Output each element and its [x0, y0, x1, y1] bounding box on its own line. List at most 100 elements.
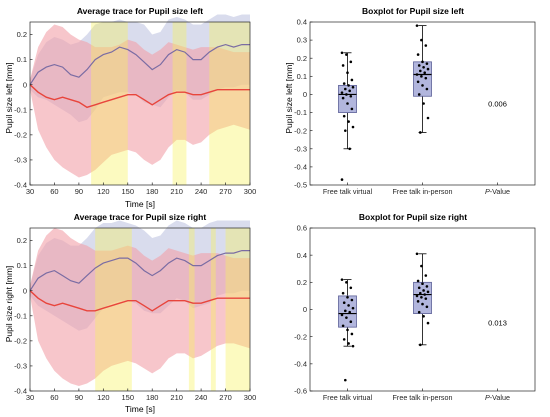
box-right-p-value: 0.013 [488, 319, 507, 328]
box-left-ytick-label: 0.2 [297, 54, 307, 63]
box-left-virtual-point [349, 94, 353, 98]
trace-right-ytick-label: -0.1 [14, 311, 27, 320]
trace-right-title: Average trace for Pupil size right [74, 212, 207, 222]
box-left-in-person-point [422, 65, 425, 69]
trace-left-ytick-label: -0.3 [14, 156, 27, 165]
box-right-virtual-box [338, 295, 357, 328]
trace-left-highlight-1 [91, 22, 128, 185]
trace-right-xtick-label: 150 [122, 393, 135, 402]
trace-right-axes-box [29, 227, 251, 392]
box-right-virtual-point [349, 320, 353, 324]
trace-right-xtick-label: 30 [26, 393, 34, 402]
box-left-ylabel: Pupil size left [mm] [284, 62, 294, 133]
trace-right-xtick-label: 60 [50, 393, 58, 402]
box-right-title: Boxplot for Pupil size right [359, 212, 467, 222]
box-left-in-person-point [416, 80, 420, 84]
trace-right-ylabel: Pupil size right [mm] [4, 266, 14, 343]
box-right-in-person-point [424, 274, 428, 277]
box-right-virtual-point [351, 306, 355, 310]
trace-left-xlabel: Time [s] [125, 199, 155, 209]
box-right-virtual-point [341, 291, 345, 295]
trace-right-xtick-label: 270 [219, 393, 232, 402]
trace-left-title: Average trace for Pupil size left [77, 6, 203, 16]
trace-right-ytick-label: -0.4 [14, 387, 27, 396]
box-right-virtual-point [351, 344, 355, 348]
trace-left-xtick-label: 60 [50, 187, 58, 196]
box-left-in-person-point [424, 44, 428, 47]
box-right-in-person-point [425, 285, 429, 288]
box-left-virtual-point [340, 178, 344, 181]
box-left-ytick-label: -0.1 [294, 108, 307, 117]
trace-right-line-1 [29, 250, 250, 292]
trace-left-xtick-label: 90 [75, 187, 83, 196]
box-right-virtual-point [348, 310, 352, 314]
box-right-virtual-point [344, 309, 347, 313]
box-right-virtual-point [345, 316, 348, 319]
trace-left-highlight-3 [209, 22, 250, 185]
trace-left-ytick-label: -0.4 [14, 181, 27, 190]
box-right-in-person-point [421, 302, 424, 306]
box-right-virtual-point [347, 342, 350, 345]
box-right-in-person-point [419, 343, 422, 347]
trace-right-xtick-label: 240 [195, 393, 208, 402]
trace-right-plot-area: 30 60 90 120 150 180 210 240 270 300 -0.4 -0.3 -0.2 -… [14, 220, 256, 402]
box-left-title: Boxplot for Pupil size left [362, 6, 464, 16]
trace-right-highlight-2 [188, 228, 195, 391]
box-left-ytick-label: -0.2 [294, 126, 307, 135]
box-left-p-value: 0.006 [488, 99, 507, 108]
box-left-category-label: Free talk in-person [393, 187, 453, 196]
box-left-virtual-point [342, 82, 346, 85]
box-left-virtual-point [348, 147, 352, 151]
box-left-category-label: Free talk virtual [323, 187, 373, 196]
box-right-ytick-label: -0.6 [294, 387, 307, 396]
box-left-in-person-point [419, 69, 422, 73]
box-left-in-person-point [415, 73, 419, 76]
box-right-in-person-point [417, 310, 421, 314]
trace-right-highlight-3 [210, 228, 216, 391]
box-left-virtual-point [346, 71, 349, 75]
box-right-virtual-point [345, 281, 348, 284]
box-right-ytick-label: 0.4 [297, 251, 307, 260]
box-left-ytick-label: 0.1 [297, 72, 307, 81]
box-left-virtual-point [342, 114, 346, 118]
box-right-in-person-point [415, 294, 419, 298]
box-right-virtual-point [346, 295, 349, 299]
trace-left-ytick-label: 0 [23, 80, 27, 89]
trace-right-xtick-label: 120 [97, 393, 110, 402]
box-left-virtual-point [340, 91, 344, 94]
box-right-panel: Boxplot for Pupil size right 0.013 Free t… [294, 212, 536, 402]
box-left-virtual-point [347, 84, 350, 87]
box-left-virtual-point [341, 64, 345, 67]
box-right-in-person-point [421, 282, 424, 285]
box-right-virtual-point [344, 378, 347, 382]
box-left-in-person-point [419, 131, 422, 134]
trace-left-xtick-label: 120 [97, 187, 110, 196]
box-right-in-person-point [416, 300, 420, 303]
trace-left-line-2 [29, 84, 250, 109]
trace-left-xtick-label: 30 [26, 187, 34, 196]
box-right-ytick-label: 0 [303, 305, 307, 314]
trace-left-panel: Average trace for Pupil size left Time [… [4, 6, 256, 209]
box-right-in-person-point [425, 305, 429, 309]
box-left-virtual-box [338, 84, 357, 113]
box-right-in-person-point [419, 291, 422, 295]
trace-left-xtick-label: 270 [219, 187, 232, 196]
trace-right-ytick-label: -0.3 [14, 362, 27, 371]
trace-left-ytick-label: 0.1 [17, 55, 27, 64]
box-right-ytick-label: 0.2 [297, 278, 307, 287]
box-right-virtual-point [340, 278, 344, 281]
trace-left-line-1 [29, 43, 250, 86]
box-right-virtual-point [342, 338, 346, 341]
box-right-category-label: P-Value [485, 393, 510, 402]
box-right-ytick-label: -0.4 [294, 359, 307, 368]
trace-right-ytick-label: 0.1 [17, 261, 27, 270]
box-left-in-person-point [426, 116, 430, 120]
trace-left-xtick-label: 150 [122, 187, 135, 196]
box-left-in-person-point [425, 62, 429, 65]
box-right-virtual-point [340, 313, 344, 317]
box-left-in-person-point [416, 53, 420, 56]
trace-left-highlight-2 [172, 22, 187, 185]
trace-left-ytick-label: -0.2 [14, 130, 27, 139]
trace-right-xtick-label: 90 [75, 393, 83, 402]
